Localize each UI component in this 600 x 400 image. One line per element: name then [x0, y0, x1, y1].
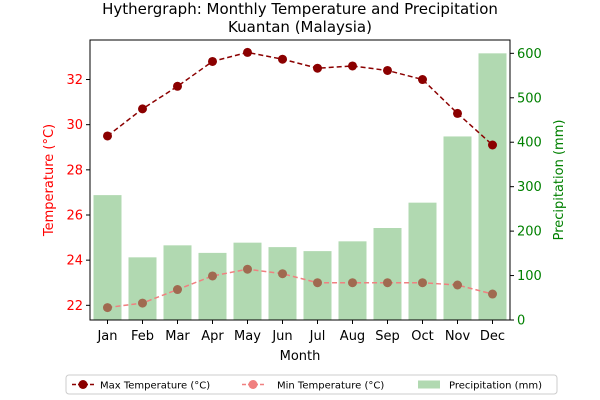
max-temperature-point — [313, 63, 322, 73]
left-tick-label: 30 — [66, 118, 83, 133]
left-tick-label: 32 — [66, 73, 83, 88]
chart-title: Hythergraph: Monthly Temperature and Pre… — [102, 0, 498, 18]
min-temperature-point — [208, 271, 217, 281]
right-tick-label: 300 — [517, 180, 542, 195]
right-tick-label: 600 — [517, 47, 542, 62]
x-tick-label: Feb — [131, 329, 154, 344]
left-axis-label: Temperature (°C) — [42, 124, 57, 237]
precipitation-bar — [128, 257, 157, 320]
x-tick-label: Jun — [271, 329, 292, 344]
legend-marker-swatch — [248, 380, 258, 389]
precipitation-bar — [373, 228, 402, 320]
legend-label: Precipitation (mm) — [449, 381, 542, 392]
left-tick-label: 24 — [66, 254, 83, 269]
x-tick-label: Nov — [445, 329, 471, 344]
max-temperature-point — [243, 47, 252, 57]
x-tick-label: Dec — [480, 329, 505, 344]
left-tick-label: 26 — [66, 209, 83, 224]
precipitation-bar — [198, 252, 227, 320]
min-temperature-point — [488, 289, 497, 299]
max-temperature-point — [348, 61, 357, 71]
precipitation-bars — [93, 53, 507, 320]
x-tick-label: Sep — [375, 329, 400, 344]
min-temperature-point — [138, 298, 147, 308]
min-temperature-point — [103, 303, 112, 313]
x-tick-label: Oct — [411, 329, 433, 344]
max-temperature-line — [107, 51, 494, 146]
x-tick-label: Jul — [309, 329, 326, 344]
min-temperature-point — [243, 264, 252, 274]
x-tick-label: May — [234, 329, 261, 344]
max-temperature-point — [418, 75, 427, 85]
x-tick-label: Jan — [96, 329, 117, 344]
chart-subtitle: Kuantan (Malaysia) — [228, 18, 372, 36]
left-tick-label: 28 — [66, 163, 83, 178]
legend: Max Temperature (°C) Min Temperature (°C)… — [65, 374, 558, 395]
right-tick-label: 200 — [517, 225, 542, 240]
precipitation-bar — [268, 247, 297, 320]
min-temperature-point — [313, 278, 322, 288]
right-tick-label: 400 — [517, 136, 542, 151]
max-temperature-point — [278, 54, 287, 64]
legend-marker-swatch — [78, 380, 88, 389]
max-temperature-point — [488, 140, 497, 150]
left-tick-label: 22 — [66, 299, 83, 314]
axes: 22 24 26 28 30 32 0 100 200 300 400 500 600 Jan Feb Mar… — [42, 39, 567, 364]
max-temperature-point — [453, 108, 462, 118]
max-temperature-point — [103, 131, 112, 141]
x-axis-label: Month — [280, 349, 321, 364]
min-temperature-point — [453, 280, 462, 290]
min-temperature-line — [107, 268, 493, 309]
max-temperature-point — [208, 56, 217, 66]
min-temperature-point — [418, 278, 427, 288]
right-tick-label: 100 — [517, 269, 542, 284]
precipitation-bar — [478, 53, 507, 320]
max-temperature-point — [173, 81, 182, 91]
min-temperature-point — [383, 278, 392, 288]
legend-label: Max Temperature (°C) — [100, 381, 210, 392]
temperature-lines — [103, 47, 497, 313]
precipitation-bar — [443, 136, 472, 320]
min-temperature-point — [278, 269, 287, 279]
legend-label: Min Temperature (°C) — [277, 381, 384, 392]
plot-frame — [89, 39, 511, 321]
legend-bar-swatch — [418, 380, 440, 389]
precipitation-bar — [233, 242, 262, 320]
min-temperature-point — [348, 278, 357, 288]
right-tick-label: 0 — [517, 314, 525, 329]
max-temperature-point — [138, 104, 147, 114]
legend-box — [65, 374, 558, 395]
min-temperature-point — [173, 285, 182, 295]
right-tick-label: 500 — [517, 91, 542, 106]
max-temperature-point — [383, 65, 392, 75]
precipitation-bar — [408, 202, 437, 320]
right-axis-label: Precipitation (mm) — [552, 120, 567, 241]
x-tick-label: Aug — [340, 329, 365, 344]
x-tick-label: Mar — [165, 329, 190, 344]
precipitation-bar — [93, 195, 122, 320]
x-tick-label: Apr — [201, 329, 224, 344]
precipitation-bar — [163, 245, 192, 320]
